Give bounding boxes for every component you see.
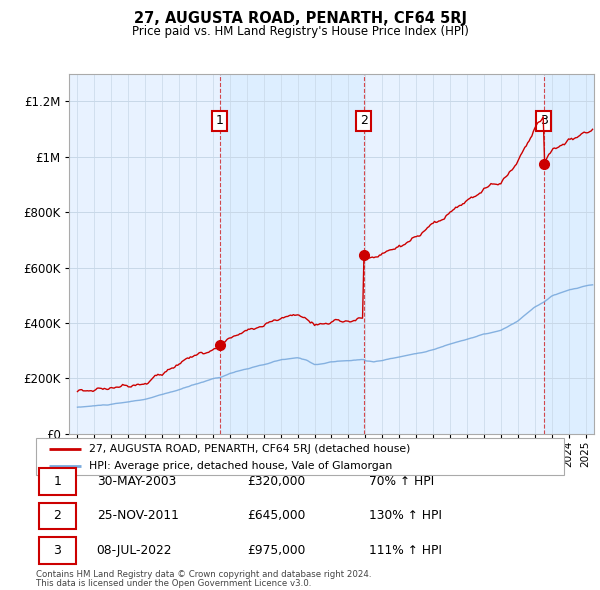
Text: 3: 3: [539, 114, 547, 127]
Text: This data is licensed under the Open Government Licence v3.0.: This data is licensed under the Open Gov…: [36, 579, 311, 588]
Text: 1: 1: [216, 114, 224, 127]
FancyBboxPatch shape: [38, 537, 76, 564]
Text: 27, AUGUSTA ROAD, PENARTH, CF64 5RJ (detached house): 27, AUGUSTA ROAD, PENARTH, CF64 5RJ (det…: [89, 444, 410, 454]
Text: 30-MAY-2003: 30-MAY-2003: [97, 475, 176, 488]
Text: 1: 1: [53, 475, 61, 488]
Text: 70% ↑ HPI: 70% ↑ HPI: [368, 475, 434, 488]
Text: Price paid vs. HM Land Registry's House Price Index (HPI): Price paid vs. HM Land Registry's House …: [131, 25, 469, 38]
Text: 2: 2: [53, 509, 61, 523]
FancyBboxPatch shape: [36, 438, 564, 475]
Text: HPI: Average price, detached house, Vale of Glamorgan: HPI: Average price, detached house, Vale…: [89, 461, 392, 471]
Text: Contains HM Land Registry data © Crown copyright and database right 2024.: Contains HM Land Registry data © Crown c…: [36, 571, 371, 579]
Bar: [364, 74, 544, 434]
Text: 111% ↑ HPI: 111% ↑ HPI: [368, 544, 442, 557]
Text: 25-NOV-2011: 25-NOV-2011: [97, 509, 179, 523]
Text: £645,000: £645,000: [247, 509, 305, 523]
Text: £320,000: £320,000: [247, 475, 305, 488]
Text: 27, AUGUSTA ROAD, PENARTH, CF64 5RJ: 27, AUGUSTA ROAD, PENARTH, CF64 5RJ: [133, 11, 467, 25]
Text: £975,000: £975,000: [247, 544, 305, 557]
Bar: [69, 74, 220, 434]
FancyBboxPatch shape: [38, 468, 76, 495]
FancyBboxPatch shape: [38, 503, 76, 529]
Text: 08-JUL-2022: 08-JUL-2022: [97, 544, 172, 557]
Text: 3: 3: [53, 544, 61, 557]
Text: 2: 2: [360, 114, 368, 127]
Text: 130% ↑ HPI: 130% ↑ HPI: [368, 509, 442, 523]
